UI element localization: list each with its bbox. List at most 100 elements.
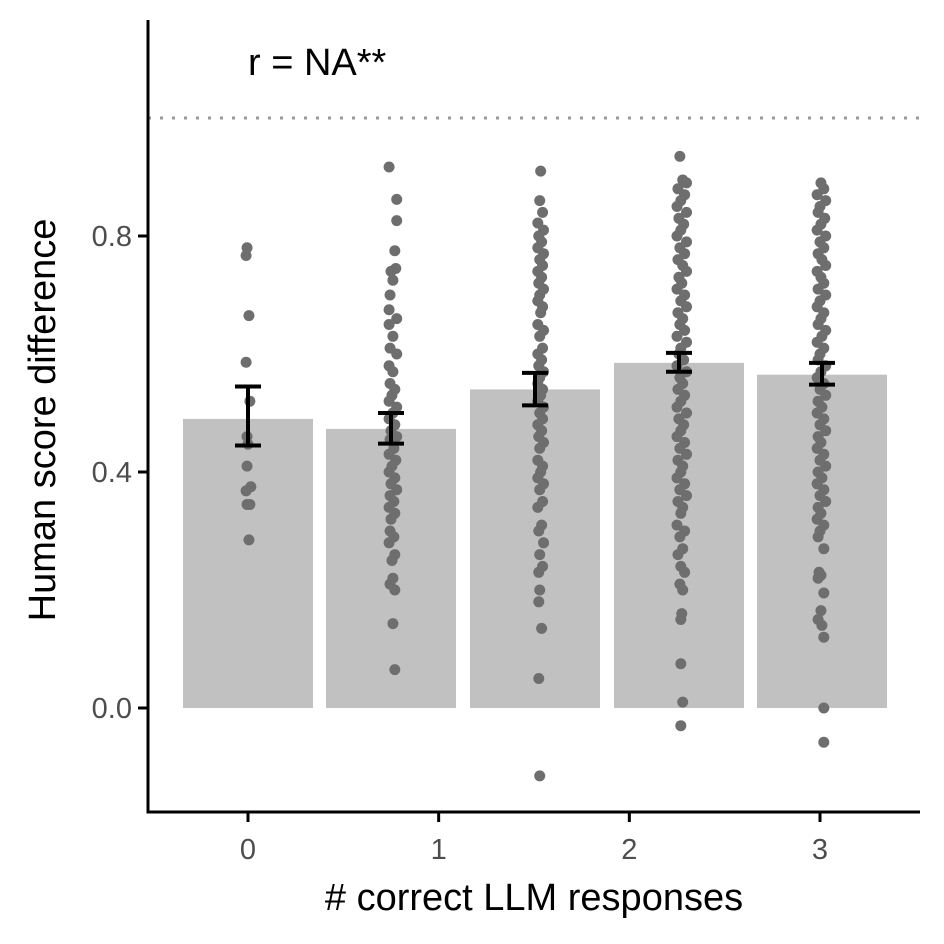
- data-point: [534, 484, 546, 496]
- data-point: [383, 395, 395, 407]
- x-axis-title: # correct LLM responses: [325, 877, 743, 919]
- data-point: [533, 673, 545, 684]
- data-point: [681, 206, 693, 218]
- data-point: [674, 150, 686, 162]
- data-point: [681, 490, 693, 502]
- data-point: [386, 555, 398, 566]
- data-point: [534, 549, 546, 561]
- data-point: [672, 549, 684, 561]
- data-point: [812, 531, 824, 543]
- data-point: [675, 614, 687, 625]
- data-point: [387, 274, 399, 286]
- data-point: [533, 566, 545, 578]
- data-point: [387, 330, 399, 342]
- data-point: [389, 584, 401, 596]
- errorbars-layer: [235, 350, 835, 448]
- data-point: [671, 472, 683, 484]
- data-point: [820, 496, 832, 507]
- correlation-annotation: r = NA**: [248, 42, 387, 84]
- data-point: [536, 622, 548, 634]
- data-point: [820, 460, 832, 472]
- data-point: [532, 501, 544, 513]
- data-point: [240, 485, 252, 497]
- data-point: [812, 283, 824, 295]
- data-point: [389, 664, 401, 676]
- data-point: [820, 389, 832, 401]
- data-point: [534, 584, 546, 596]
- y-tick-label: 0.4: [92, 457, 132, 489]
- y-ticks: 0.0 0.4 0.8: [92, 221, 148, 725]
- data-point: [391, 313, 403, 325]
- x-tick-label: 3: [812, 834, 828, 866]
- data-point: [391, 348, 403, 360]
- data-point: [240, 249, 252, 261]
- data-point: [538, 537, 550, 549]
- data-point: [679, 566, 691, 578]
- data-point: [537, 206, 549, 218]
- data-point: [385, 513, 397, 525]
- data-point: [818, 543, 830, 555]
- data-point: [820, 425, 832, 437]
- data-point: [534, 195, 546, 207]
- data-point: [535, 165, 547, 177]
- data-point: [820, 260, 832, 271]
- data-point: [671, 230, 683, 242]
- data-point: [533, 596, 545, 608]
- data-point: [534, 770, 546, 782]
- data-point: [671, 330, 683, 342]
- data-point: [815, 605, 827, 617]
- data-point: [243, 310, 255, 322]
- data-point: [384, 289, 396, 301]
- data-point: [681, 448, 693, 460]
- data-point: [534, 442, 546, 454]
- y-tick-label: 0.0: [92, 693, 132, 725]
- data-point: [383, 304, 395, 316]
- data-point: [387, 618, 399, 630]
- axes-layer: [146, 20, 920, 814]
- data-point: [675, 507, 687, 519]
- data-point: [811, 224, 823, 236]
- data-point: [679, 324, 691, 336]
- data-point: [387, 366, 399, 378]
- data-point: [240, 356, 252, 368]
- data-point: [812, 572, 824, 584]
- data-point: [818, 631, 830, 643]
- data-point: [383, 537, 395, 549]
- data-point: [533, 525, 545, 537]
- y-axis-title: Human score difference: [22, 219, 64, 622]
- data-point: [816, 619, 828, 631]
- bar: [470, 389, 600, 708]
- data-point: [241, 498, 253, 510]
- data-point: [818, 736, 830, 748]
- data-point: [671, 201, 683, 212]
- x-ticks: 0 1 2 3: [240, 812, 828, 866]
- data-point: [671, 519, 683, 531]
- data-point: [389, 245, 401, 257]
- x-tick-label: 2: [621, 834, 637, 866]
- data-point: [534, 330, 546, 342]
- data-point: [671, 431, 683, 443]
- data-point: [383, 319, 395, 330]
- data-point: [674, 531, 686, 543]
- data-point: [681, 301, 693, 313]
- data-point: [812, 319, 824, 330]
- data-point: [535, 307, 547, 319]
- data-point: [681, 265, 693, 277]
- data-point: [675, 658, 687, 670]
- x-tick-label: 0: [240, 834, 256, 866]
- x-tick-label: 1: [431, 834, 447, 866]
- y-tick-label: 0.8: [92, 221, 132, 253]
- data-point: [811, 189, 823, 201]
- data-point: [677, 584, 689, 596]
- data-point: [671, 283, 683, 295]
- data-point: [241, 460, 253, 472]
- data-point: [671, 401, 683, 413]
- data-point: [818, 587, 830, 599]
- data-point: [675, 720, 687, 732]
- data-point: [681, 177, 693, 189]
- data-point: [391, 193, 403, 205]
- data-point: [677, 696, 689, 708]
- data-point: [391, 215, 403, 227]
- data-point: [818, 702, 830, 714]
- data-point: [385, 265, 397, 277]
